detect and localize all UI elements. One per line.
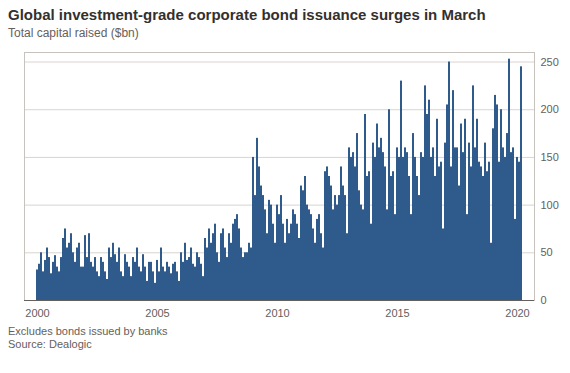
svg-text:2005: 2005 [145,307,169,319]
svg-text:50: 50 [541,246,553,258]
svg-text:100: 100 [541,199,559,211]
html-text:Source: Dealogic: Source: Dealogic [8,338,92,350]
svg-text:2000: 2000 [25,307,49,319]
svg-text:200: 200 [541,103,559,115]
svg-text:2020: 2020 [505,307,529,319]
html-text:Total capital raised ($bn): Total capital raised ($bn) [8,26,139,40]
svg-text:0: 0 [541,294,547,306]
html-text:Global investment-grade corpor: Global investment-grade corporate bond i… [8,6,486,23]
html-text:Excludes bonds issued by banks: Excludes bonds issued by banks [8,325,168,337]
svg-text:150: 150 [541,151,559,163]
svg-text:250: 250 [541,56,559,68]
svg-text:2010: 2010 [265,307,289,319]
svg-text:2015: 2015 [385,307,409,319]
